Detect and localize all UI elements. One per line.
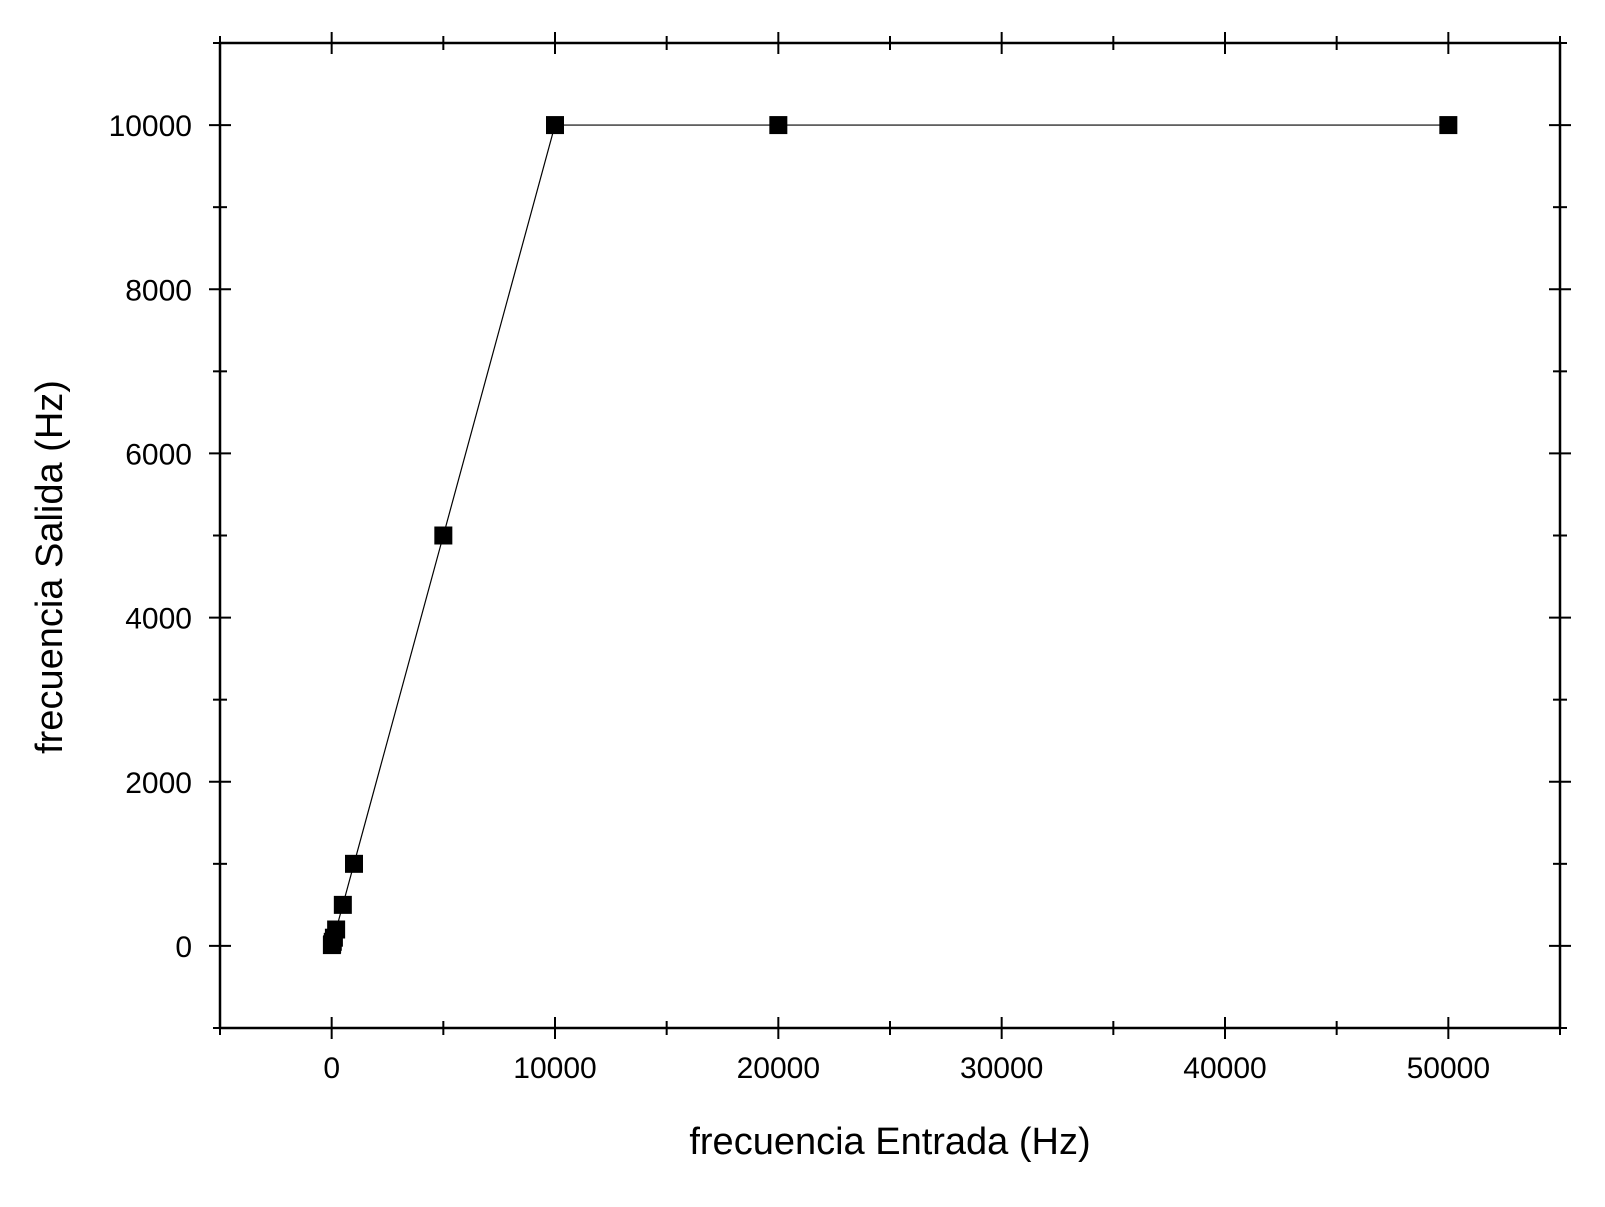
y-tick-label: 10000 bbox=[109, 110, 192, 143]
x-tick-label: 0 bbox=[323, 1052, 340, 1085]
plot-frame bbox=[218, 41, 1562, 1030]
series-markers bbox=[322, 116, 1458, 955]
series-line-segment bbox=[442, 124, 556, 536]
data-point-marker bbox=[327, 920, 346, 939]
data-point-marker bbox=[769, 116, 788, 135]
axis-ticks bbox=[209, 32, 1571, 1039]
x-tick-label: 40000 bbox=[1183, 1052, 1266, 1085]
data-point-marker bbox=[1439, 116, 1458, 135]
x-axis-title: frecuencia Entrada (Hz) bbox=[689, 1121, 1090, 1163]
series-lines bbox=[331, 124, 1449, 946]
x-tick-label: 10000 bbox=[513, 1052, 596, 1085]
x-tick-label: 20000 bbox=[737, 1052, 820, 1085]
y-tick-label: 0 bbox=[175, 931, 192, 964]
series-line-segment bbox=[353, 535, 444, 864]
x-tick-label: 50000 bbox=[1407, 1052, 1490, 1085]
data-point-marker bbox=[333, 895, 352, 914]
y-tick-label: 6000 bbox=[125, 438, 192, 471]
axis-tick-labels: 0 10000 20000 30000 40000 50000 0 2000 4000 6000 8… bbox=[109, 110, 1490, 1085]
data-point-marker bbox=[546, 116, 564, 135]
y-tick-label: 2000 bbox=[125, 767, 192, 800]
y-tick-label: 8000 bbox=[125, 274, 192, 307]
y-axis-title: frecuencia Salida (Hz) bbox=[29, 380, 71, 754]
data-point-marker bbox=[434, 526, 453, 545]
x-tick-label: 30000 bbox=[960, 1052, 1043, 1085]
y-tick-label: 4000 bbox=[125, 603, 192, 636]
data-point-marker bbox=[345, 854, 363, 873]
